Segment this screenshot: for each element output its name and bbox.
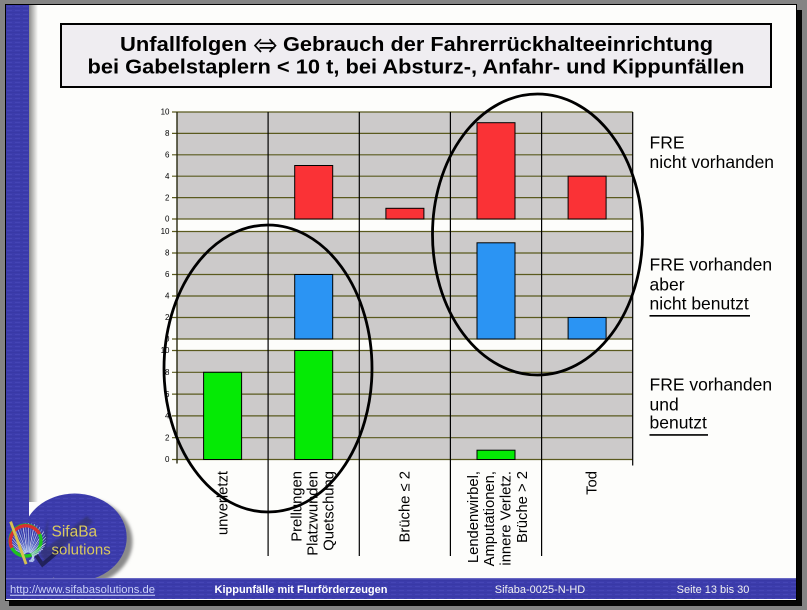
svg-text:6: 6 (165, 270, 170, 279)
svg-text:0: 0 (165, 455, 170, 464)
svg-text:10: 10 (161, 227, 170, 236)
svg-text:Seite 13 bis 30: Seite 13 bis 30 (677, 584, 750, 596)
svg-text:und: und (650, 394, 679, 414)
svg-text:unverletzt: unverletzt (215, 471, 231, 535)
svg-text:Brüche ≤ 2: Brüche ≤ 2 (398, 471, 414, 542)
svg-text:Tod: Tod (585, 471, 601, 495)
svg-text:Gebrauch der Fahrerrückhalteei: Gebrauch der Fahrerrückhalteeinrichtung (283, 34, 713, 56)
svg-text:Platzwunden: Platzwunden (305, 471, 321, 556)
svg-text:8: 8 (165, 249, 170, 258)
svg-text:nicht vorhanden: nicht vorhanden (650, 152, 775, 172)
svg-text:innere Verletz.: innere Verletz. (499, 471, 515, 566)
svg-text:Sifaba-0025-N-HD: Sifaba-0025-N-HD (495, 584, 586, 596)
svg-text:solutions: solutions (52, 542, 111, 559)
svg-text:4: 4 (165, 172, 170, 181)
svg-text:2: 2 (165, 433, 170, 442)
svg-text:10: 10 (161, 108, 170, 117)
svg-text:2: 2 (165, 313, 170, 322)
svg-text:8: 8 (165, 129, 170, 138)
svg-text:6: 6 (165, 390, 170, 399)
svg-text:FRE vorhanden: FRE vorhanden (650, 255, 773, 275)
svg-text:Lendenwirbel,: Lendenwirbel, (466, 471, 482, 563)
svg-text:bei Gabelstaplern < 10 t, bei: bei Gabelstaplern < 10 t, bei Absturz-, … (88, 57, 745, 79)
svg-text:Amputationen,: Amputationen, (482, 471, 498, 566)
svg-text:Quetschung: Quetschung (321, 471, 337, 551)
svg-text:FRE: FRE (650, 132, 685, 152)
svg-text:http://www.sifabasolutions.de: http://www.sifabasolutions.de (10, 584, 155, 596)
svg-text:benutzt: benutzt (650, 412, 708, 432)
svg-text:2: 2 (165, 193, 170, 202)
svg-text:Brüche > 2: Brüche > 2 (515, 471, 531, 543)
svg-text:nicht benutzt: nicht benutzt (650, 293, 749, 313)
svg-text:FRE vorhanden: FRE vorhanden (650, 375, 773, 395)
svg-text:0: 0 (165, 215, 170, 224)
svg-text:Unfallfolgen: Unfallfolgen (120, 34, 247, 56)
svg-text:8: 8 (165, 368, 170, 377)
svg-text:4: 4 (165, 412, 170, 421)
svg-text:aber: aber (650, 274, 685, 294)
svg-text:6: 6 (165, 151, 170, 160)
svg-text:Kippunfälle mit Flurförderzeug: Kippunfälle mit Flurförderzeugen (215, 584, 388, 596)
svg-text:4: 4 (165, 292, 170, 301)
svg-text:SifaBa: SifaBa (52, 524, 98, 541)
